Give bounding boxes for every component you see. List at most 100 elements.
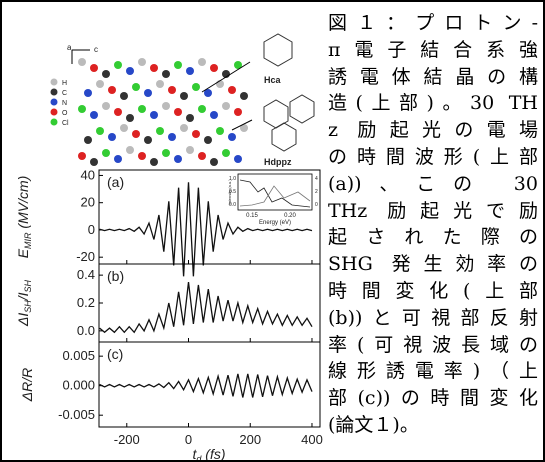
- y-tick-label: 0.005: [62, 348, 95, 363]
- atom: [84, 136, 92, 144]
- atom: [78, 152, 86, 160]
- atom: [138, 58, 146, 66]
- caption-line: 線形誘電率)（上: [328, 358, 538, 385]
- panel-label: (b): [107, 268, 124, 284]
- atom: [144, 89, 152, 97]
- y-tick-label: 0: [88, 222, 95, 237]
- panel-label: (c): [107, 346, 123, 362]
- atom: [240, 92, 248, 100]
- atom: [126, 146, 134, 154]
- x-tick-label: -200: [114, 432, 140, 447]
- atom-key: [51, 89, 58, 96]
- caption-line: 起された際の: [328, 224, 538, 251]
- x-tick-label: 400: [301, 432, 323, 447]
- panel-label: (a): [107, 174, 124, 190]
- atom: [162, 70, 170, 78]
- atom: [174, 61, 182, 69]
- atom: [96, 127, 104, 135]
- atom: [120, 124, 128, 132]
- caption-line: THz 励起光で励: [328, 198, 538, 225]
- atom: [198, 105, 206, 113]
- atom: [174, 108, 182, 116]
- atom-key: [51, 99, 58, 106]
- molecule-label: Hdppz: [264, 157, 292, 167]
- atom: [186, 114, 194, 122]
- atom: [132, 130, 140, 138]
- y-axis-label-part: ΔR/R: [19, 368, 35, 403]
- inset-y-label: Intensity (a.u.): [227, 179, 232, 205]
- y-tick-label: 0.000: [62, 378, 95, 393]
- atom: [90, 64, 98, 72]
- atom: [138, 105, 146, 113]
- atom: [162, 102, 170, 110]
- atom: [228, 86, 236, 94]
- caption-line: 部(c))の時間変化: [328, 385, 538, 412]
- atom: [102, 102, 110, 110]
- y-tick-label: 0.2: [77, 295, 95, 310]
- page: a c HCNOCl Hca Hdppz 40200-20(a)EMIR (MV…: [0, 0, 545, 462]
- atom: [120, 92, 128, 100]
- y-axis-label-part: (MV/cm): [15, 176, 31, 233]
- atom: [150, 158, 158, 166]
- atom: [210, 64, 218, 72]
- axis-label: a: [67, 43, 72, 52]
- caption-line: z 励起光の電場: [328, 117, 538, 144]
- atom-label: O: [62, 110, 68, 117]
- inset-tick-label: 0.20: [284, 213, 296, 219]
- caption-line: (a))、この 30: [328, 171, 538, 198]
- atom-key: [51, 79, 58, 86]
- caption-line: π電子結合系強: [328, 37, 538, 64]
- atom: [156, 80, 164, 88]
- inset-tick-label: 0.15: [246, 213, 258, 219]
- caption-line: の時間波形(上部: [328, 144, 538, 171]
- atom: [204, 136, 212, 144]
- atom: [156, 127, 164, 135]
- inset-tick-label: 4: [315, 176, 318, 182]
- atom-label: Cl: [62, 120, 69, 127]
- caption-line: 図１：プロトン-: [328, 10, 538, 37]
- atom-label: N: [62, 100, 67, 107]
- x-tick-label: 200: [239, 432, 261, 447]
- inset-tick-label: 0: [315, 202, 318, 208]
- atom: [162, 149, 170, 157]
- atom: [90, 111, 98, 119]
- caption-line: (論文１)。: [328, 412, 538, 439]
- y-tick-label: 40: [81, 167, 95, 182]
- y-tick-label: 0.0: [77, 323, 95, 338]
- atom: [186, 146, 194, 154]
- atom: [180, 124, 188, 132]
- y-axis-label: ΔISH/ISH: [15, 279, 33, 327]
- atom: [132, 83, 140, 91]
- atom: [234, 108, 242, 116]
- plot-frame: [99, 342, 320, 427]
- y-axis-label-part: SH: [23, 300, 33, 313]
- atom: [78, 105, 86, 113]
- atom: [198, 152, 206, 160]
- atom: [150, 111, 158, 119]
- x-tick-label: 0: [185, 432, 192, 447]
- atom: [192, 83, 200, 91]
- atom: [222, 102, 230, 110]
- caption-line: 時間変化(上部: [328, 278, 538, 305]
- y-tick-label: 0.4: [77, 267, 95, 282]
- caption-line: 率(可視波長域の: [328, 332, 538, 359]
- molecule-label: Hca: [264, 75, 282, 85]
- y-tick-label: -20: [76, 249, 95, 264]
- atom: [168, 133, 176, 141]
- inset-x-label: Energy (eV): [259, 220, 291, 226]
- inset-frame: [238, 174, 312, 210]
- atom: [84, 89, 92, 97]
- atom: [96, 80, 104, 88]
- atom: [90, 158, 98, 166]
- y-axis-label: EMIR (MV/cm): [15, 176, 33, 259]
- atom: [126, 114, 134, 122]
- atom: [150, 64, 158, 72]
- atom: [78, 58, 86, 66]
- atom: [144, 136, 152, 144]
- atom: [222, 149, 230, 157]
- y-axis-label-part: /I: [15, 292, 31, 301]
- waveform: [100, 374, 312, 398]
- atom: [174, 155, 182, 163]
